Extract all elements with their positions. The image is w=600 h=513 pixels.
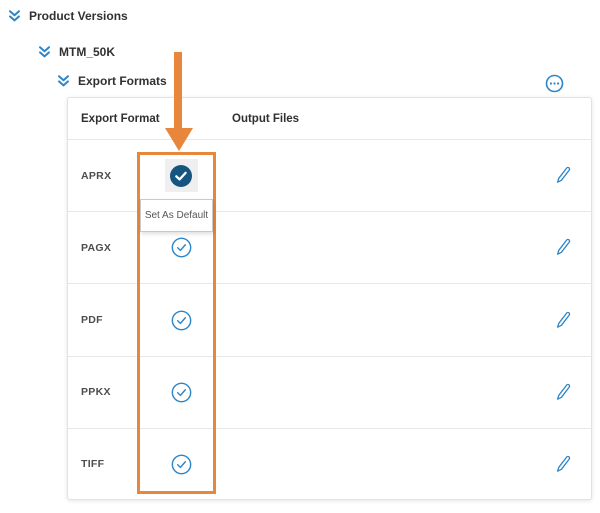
set-default-button[interactable] (171, 237, 192, 258)
format-label: PDF (81, 314, 103, 326)
edit-button[interactable] (554, 311, 573, 330)
edit-button[interactable] (554, 238, 573, 257)
output-files-cell (219, 357, 535, 428)
set-default-button[interactable] (171, 382, 192, 403)
pencil-icon (554, 383, 573, 402)
pencil-icon (554, 311, 573, 330)
options-menu-button[interactable] (543, 72, 565, 94)
tree-item-export-formats[interactable]: Export Formats (57, 74, 167, 88)
edit-button[interactable] (554, 383, 573, 402)
check-circle-outline-icon (171, 237, 192, 258)
tree-item-mtm-50k[interactable]: MTM_50K (38, 45, 115, 59)
output-files-cell (219, 212, 535, 283)
check-circle-outline-icon (171, 310, 192, 331)
table-header-row: Export Format Output Files (68, 98, 591, 140)
set-default-button[interactable] (171, 310, 192, 331)
check-circle-outline-icon (171, 382, 192, 403)
column-header-export-format: Export Format (81, 112, 160, 125)
double-chevron-down-icon[interactable] (57, 74, 70, 88)
table-row-pdf: PDF (68, 284, 591, 357)
output-files-cell (219, 429, 535, 500)
pencil-icon (554, 166, 573, 185)
check-circle-filled-icon (170, 164, 192, 187)
edit-button[interactable] (554, 166, 573, 185)
column-header-output-files: Output Files (232, 112, 300, 125)
pencil-icon (554, 238, 573, 257)
tree-item-product-versions[interactable]: Product Versions (8, 9, 128, 23)
output-files-cell (219, 284, 535, 355)
annotation-arrow-head-icon (165, 128, 193, 151)
format-label: TIFF (81, 458, 105, 471)
tree-item-label: MTM_50K (59, 45, 116, 59)
check-circle-outline-icon (171, 454, 192, 475)
edit-button[interactable] (554, 455, 573, 474)
set-as-default-tooltip: Set As Default (140, 199, 213, 232)
table-body: APRX PAGX (68, 140, 591, 500)
double-chevron-down-icon[interactable] (38, 45, 51, 59)
output-files-cell (219, 140, 535, 211)
format-label: APRX (81, 169, 112, 182)
annotation-arrow-shaft (174, 52, 182, 128)
table-row-tiff: TIFF (68, 429, 591, 500)
table-row-aprx: APRX (68, 140, 591, 213)
set-default-button[interactable] (171, 454, 192, 475)
pencil-icon (554, 455, 573, 474)
ellipsis-circle-icon (545, 74, 564, 93)
table-row-pagx: PAGX (68, 212, 591, 285)
double-chevron-down-icon[interactable] (8, 9, 21, 23)
tree-item-label: Product Versions (29, 9, 128, 23)
export-formats-table: Export Format Output Files APRX (67, 97, 592, 500)
set-default-button[interactable] (164, 159, 198, 193)
tree-item-label: Export Formats (78, 74, 167, 88)
format-label: PAGX (81, 241, 112, 254)
table-row-ppkx: PPKX (68, 357, 591, 429)
format-label: PPKX (81, 386, 111, 399)
